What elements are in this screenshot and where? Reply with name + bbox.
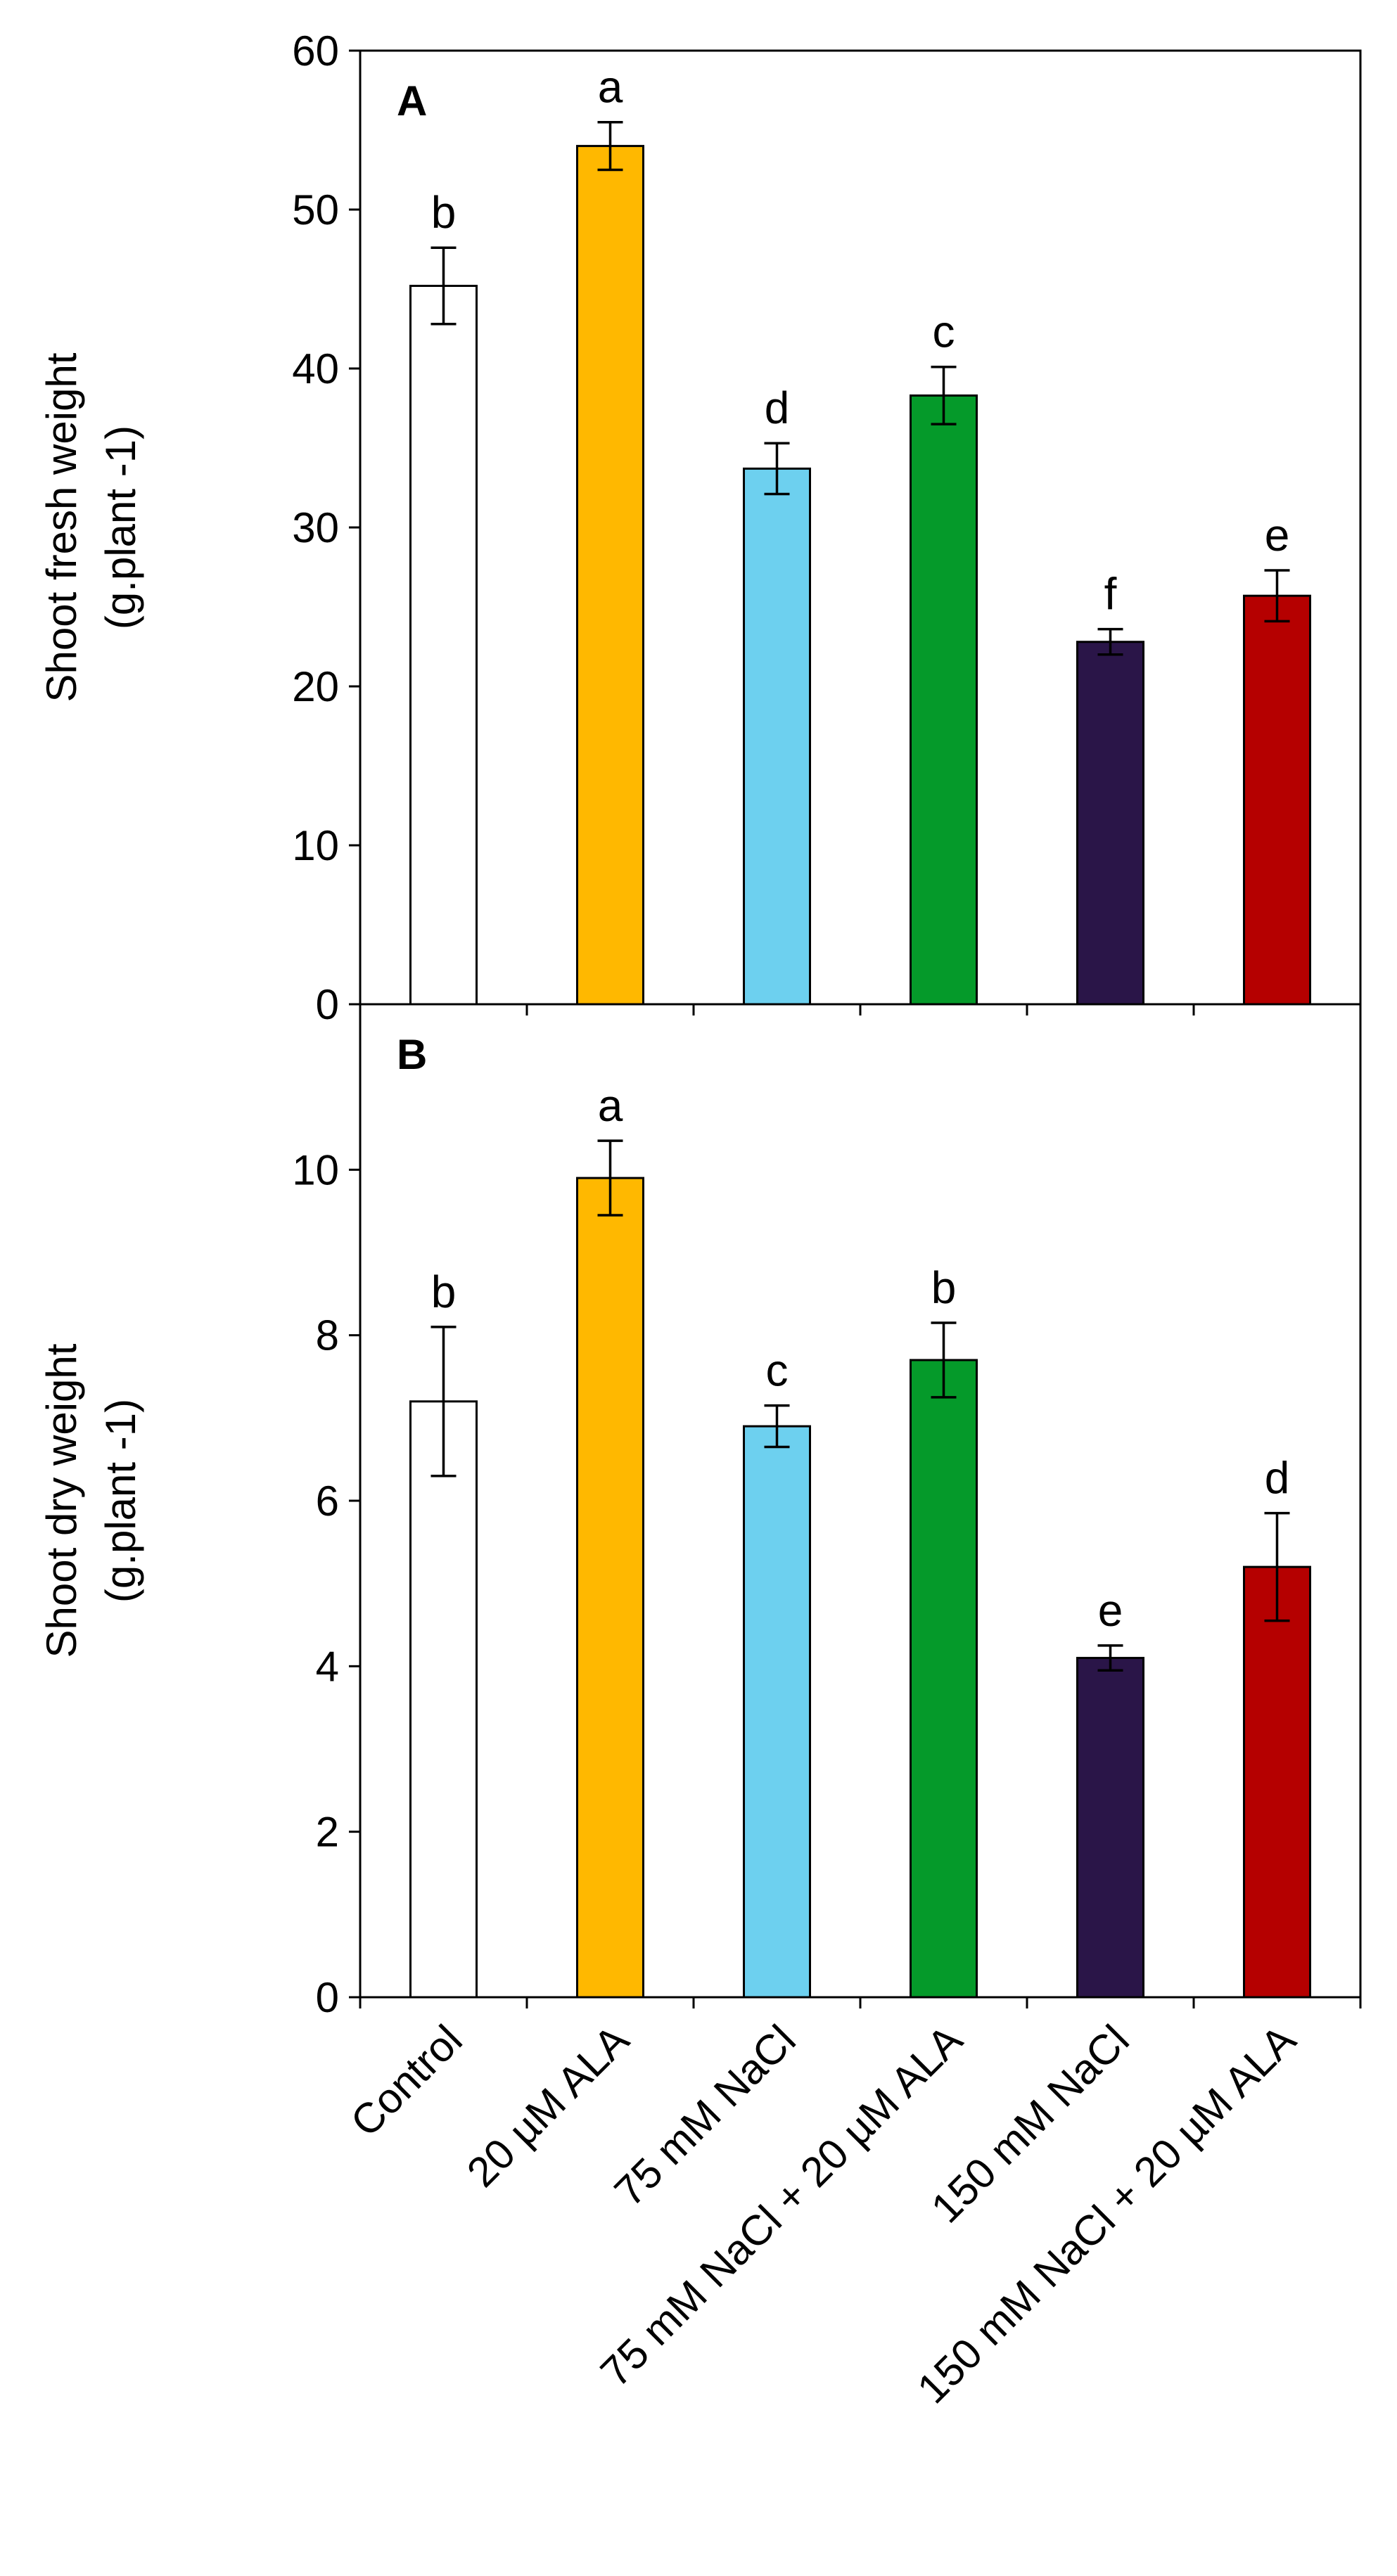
panel-a-y-tick-label: 0: [316, 981, 339, 1028]
panel-b-significance-letter-3: c: [766, 1345, 789, 1396]
panel-b-significance-letter-2: a: [598, 1080, 623, 1131]
panel-a-bar-1: [409, 284, 478, 1006]
panel-b-significance-letter-5: e: [1098, 1585, 1123, 1636]
panel-a-y-tick-label: 30: [292, 504, 339, 551]
panel-b-y-tick-label: 8: [316, 1312, 339, 1359]
panel-a-significance-letter-5: f: [1104, 569, 1117, 620]
panel-b-y-tick-label: 6: [316, 1478, 339, 1525]
panel-a-significance-letter-6: e: [1265, 510, 1290, 560]
x-category-label-1: Control: [342, 2016, 471, 2146]
x-category-label-2: 20 µM ALA: [458, 2016, 638, 2196]
panel-a-y-tick-label: 40: [292, 345, 339, 392]
panel-a-bar-5: [1076, 641, 1144, 1006]
panel-b-bar-4: [910, 1359, 978, 1999]
panel-b-shoot-dry-weight: 0 2 4 6 8 10 Shoot dry weight (g.plant -1) Bb a c b…: [38, 1003, 1362, 2021]
panel-a-significance-letter-1: b: [431, 187, 457, 238]
panel-a-y-axis-title: Shoot fresh weight: [38, 352, 85, 702]
panel-b-label: B: [397, 1031, 427, 1078]
panel-b-bar-6: [1243, 1565, 1311, 1999]
panel-b-y-tick-label: 2: [316, 1809, 339, 1856]
panel-a-bar-6: [1243, 594, 1311, 1006]
panel-a-significance-letter-4: c: [933, 307, 955, 357]
panel-b-bar-5: [1076, 1657, 1144, 1999]
panel-a-y-tick-label: 10: [292, 822, 339, 869]
panel-a-frame: [359, 49, 1362, 1006]
panel-b-y-axis-title: Shoot dry weight: [38, 1343, 85, 1658]
panel-b-bar-3: [743, 1425, 811, 1999]
panel-b-y-tick-label: 4: [316, 1643, 339, 1690]
panel-a-significance-letter-3: d: [765, 383, 790, 433]
panel-a-label: A: [397, 77, 427, 124]
panel-b-frame: [359, 1003, 1362, 1999]
panel-a-y-tick-label: 50: [292, 186, 339, 233]
panel-b-y-tick-label: 10: [292, 1146, 339, 1193]
panel-b-y-tick-label: 0: [316, 1974, 339, 2021]
panel-a-bar-3: [743, 467, 811, 1006]
panel-a-y-tick-label: 60: [292, 27, 339, 75]
panel-a-bar-2: [576, 145, 644, 1006]
panel-b-significance-letter-6: d: [1265, 1453, 1290, 1504]
panel-b-bar-2: [576, 1177, 644, 1999]
panel-a-shoot-fresh-weight: 0 10 20 30 40 50 60 Shoot fresh weight (g.plant …: [38, 27, 1362, 1028]
panel-a-y-tick-label: 20: [292, 663, 339, 710]
panel-a-bar-4: [910, 394, 978, 1006]
panel-b-significance-letter-1: b: [431, 1267, 457, 1317]
panel-b-bar-1: [409, 1400, 478, 1999]
panel-a-significance-letter-2: a: [598, 62, 623, 113]
panel-b-significance-letter-4: b: [931, 1262, 957, 1313]
panel-b-y-axis-unit: (g.plant -1): [97, 1399, 144, 1603]
x-category-label-4: 75 mM NaCl + 20 µM ALA: [592, 2016, 971, 2396]
panel-a-y-axis-unit: (g.plant -1): [97, 425, 144, 629]
